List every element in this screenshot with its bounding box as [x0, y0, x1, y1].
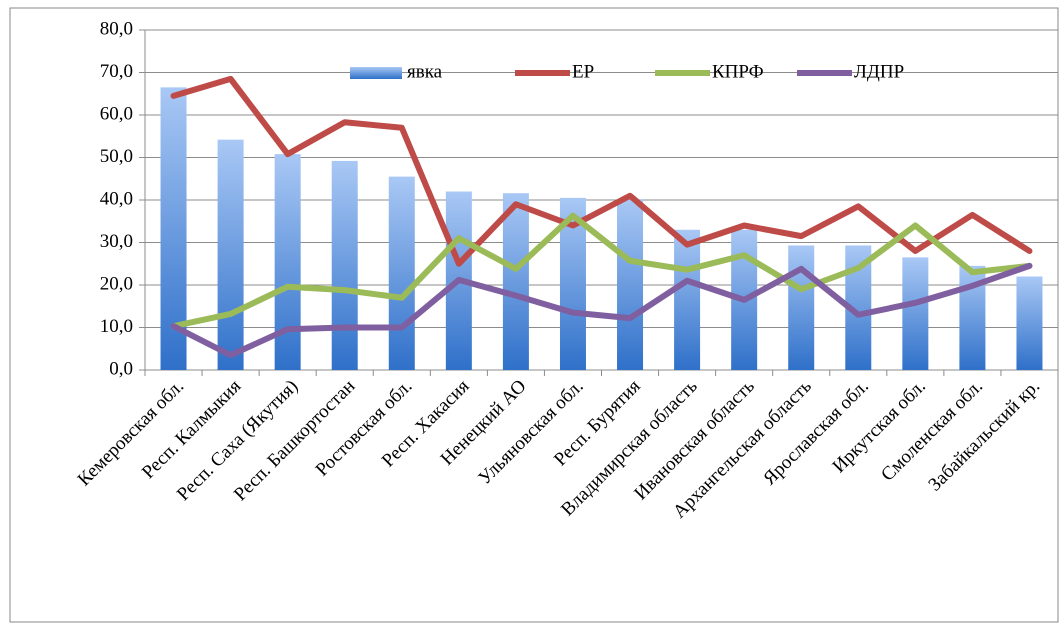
line-series: [170, 75, 1033, 267]
y-tick-label: 20,0: [100, 273, 133, 294]
y-tick-label: 0,0: [109, 358, 133, 379]
bar: [502, 193, 529, 370]
y-tick-label: 60,0: [100, 103, 133, 124]
y-tick-label: 70,0: [100, 61, 133, 82]
bar: [617, 199, 644, 370]
bar: [331, 160, 358, 370]
bar: [902, 257, 929, 370]
legend-label: явка: [407, 61, 443, 82]
y-tick-label: 40,0: [100, 188, 133, 209]
y-tick-label: 50,0: [100, 146, 133, 167]
bar: [274, 154, 301, 370]
legend-label: ЛДПР: [854, 61, 904, 82]
bar: [217, 139, 244, 370]
bar: [388, 176, 415, 370]
y-tick-label: 80,0: [100, 18, 133, 39]
line-series: [170, 212, 1033, 330]
bar: [674, 229, 701, 370]
y-tick-label: 30,0: [100, 231, 133, 252]
line-series: [170, 262, 1033, 359]
bar: [788, 245, 815, 370]
bar: [1016, 276, 1043, 370]
legend-swatch: [350, 67, 402, 79]
y-tick-label: 10,0: [100, 316, 133, 337]
legend-label: ЕР: [572, 61, 594, 82]
legend-label: КПРФ: [712, 61, 764, 82]
